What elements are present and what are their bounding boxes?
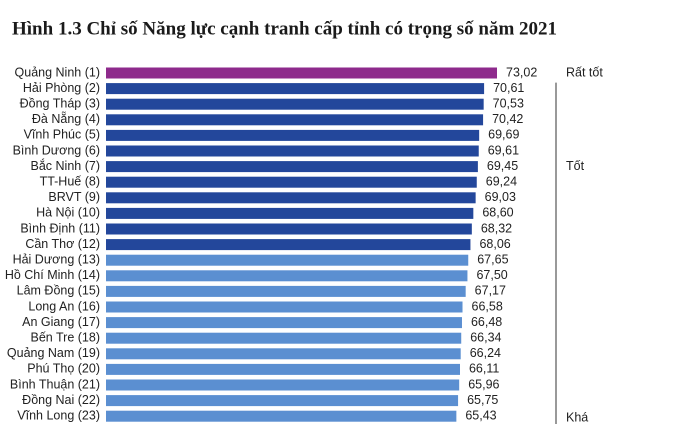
group-label: Tốt	[566, 159, 585, 173]
value-label: 68,60	[482, 206, 513, 220]
value-label: 69,69	[488, 128, 519, 142]
value-label: 65,43	[465, 408, 496, 422]
bar	[106, 239, 471, 251]
value-label: 67,65	[477, 252, 508, 266]
category-label: Hải Phòng (2)	[23, 81, 100, 95]
value-label: 68,06	[479, 237, 510, 251]
bar	[106, 348, 461, 360]
category-label: Đồng Nai (22)	[22, 393, 100, 407]
bar	[106, 254, 469, 266]
bar	[106, 145, 479, 157]
category-label: Hải Dương (13)	[13, 252, 100, 266]
category-label: Hồ Chí Minh (14)	[5, 268, 100, 282]
bar	[106, 192, 476, 204]
value-label: 68,32	[481, 221, 512, 235]
value-label: 66,34	[470, 330, 501, 344]
value-label: 70,53	[493, 96, 524, 110]
bar	[106, 285, 466, 297]
category-label: Vĩnh Long (23)	[17, 408, 100, 422]
category-label: Phú Thọ (20)	[27, 362, 100, 376]
category-label: Bình Thuận (21)	[10, 377, 100, 391]
bar	[106, 270, 468, 282]
value-label: 67,17	[475, 284, 506, 298]
category-label: Long An (16)	[28, 299, 100, 313]
value-label: 70,42	[492, 112, 523, 126]
category-label: BRVT (9)	[48, 190, 100, 204]
bar	[106, 114, 484, 126]
category-label: Vĩnh Phúc (5)	[24, 128, 100, 142]
category-label: Hà Nội (10)	[36, 206, 100, 220]
bar	[106, 379, 460, 391]
value-label: 65,75	[467, 393, 498, 407]
bar	[106, 83, 485, 95]
category-label: Lâm Đồng (15)	[17, 284, 100, 298]
category-label: Quảng Ninh (1)	[15, 65, 100, 79]
bar	[106, 207, 474, 219]
value-label: 69,61	[488, 143, 519, 157]
bar	[106, 395, 459, 407]
category-label: Bắc Ninh (7)	[31, 158, 100, 173]
category-label: Đồng Tháp (3)	[20, 96, 100, 110]
category-label: Đà Nẵng (4)	[32, 111, 100, 126]
bar	[106, 363, 460, 375]
value-label: 65,96	[468, 377, 499, 391]
bar	[106, 223, 472, 235]
category-label: Cần Thơ (12)	[25, 237, 100, 251]
category-label: An Giang (17)	[22, 315, 100, 329]
value-label: 70,61	[493, 81, 524, 95]
value-label: 69,24	[486, 174, 517, 188]
category-label: TT-Huế (8)	[40, 174, 100, 188]
group-label: Khá	[566, 410, 588, 424]
value-label: 73,02	[506, 65, 537, 79]
value-label: 67,50	[476, 268, 507, 282]
bar	[106, 332, 462, 344]
bar	[106, 98, 484, 110]
bar	[106, 317, 462, 329]
chart-title: Hình 1.3 Chỉ số Năng lực cạnh tranh cấp …	[12, 18, 557, 39]
value-label: 69,45	[487, 159, 518, 173]
value-label: 66,11	[469, 362, 499, 376]
category-label: Bến Tre (18)	[31, 330, 100, 344]
category-label: Bình Dương (6)	[13, 143, 100, 157]
category-label: Bình Định (11)	[20, 221, 100, 235]
value-label: 66,58	[472, 299, 503, 313]
value-label: 69,03	[485, 190, 516, 204]
value-label: 66,24	[470, 346, 501, 360]
value-label: 66,48	[471, 315, 502, 329]
bar	[106, 161, 478, 173]
category-label: Quảng Nam (19)	[7, 346, 100, 360]
bar	[106, 301, 463, 313]
bar	[106, 176, 477, 188]
bar	[106, 67, 497, 79]
group-label: Rất tốt	[566, 65, 603, 79]
bar	[106, 410, 457, 422]
bar	[106, 129, 480, 141]
